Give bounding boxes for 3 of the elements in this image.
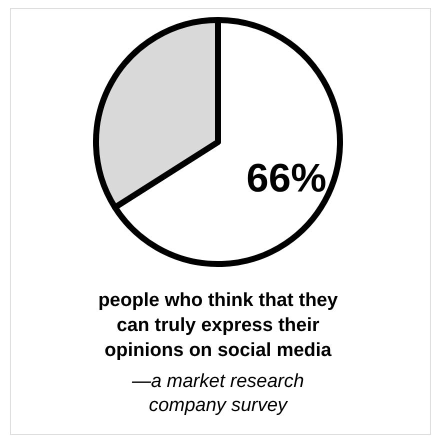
text: people who think that they can truly express their opinions on social media <box>98 290 338 361</box>
data-label: 66% <box>246 156 326 201</box>
text: —a market research company survey <box>130 371 304 416</box>
